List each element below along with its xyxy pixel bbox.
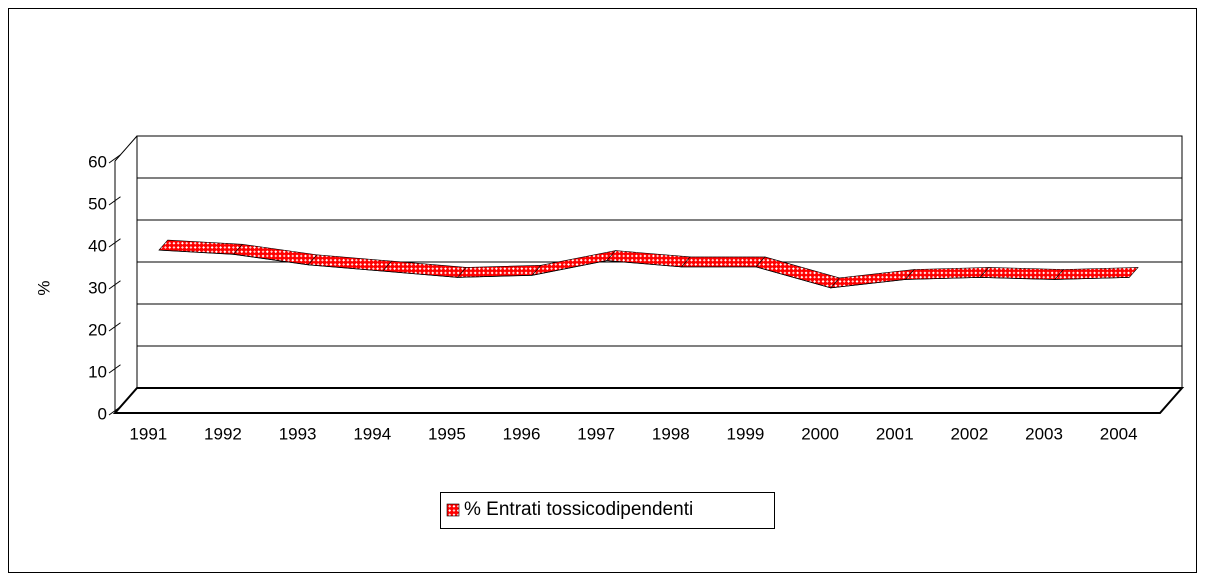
floor: [112, 387, 1185, 414]
x-tick-label: 1994: [353, 424, 391, 443]
legend-swatch: [446, 503, 460, 517]
x-tick-label: 2002: [950, 424, 988, 443]
x-tick-label: 2000: [801, 424, 839, 443]
x-tick-label: 1996: [503, 424, 541, 443]
x-tick-label: 2004: [1100, 424, 1138, 443]
x-tick-label: 1995: [428, 424, 466, 443]
y-tick-label: 30: [88, 278, 107, 297]
y-axis-label: %: [34, 280, 53, 295]
y-tick: [108, 154, 121, 164]
ribbon-segment: [680, 256, 766, 268]
x-tick-label: 2001: [876, 424, 914, 443]
x-tick-label: 1997: [577, 424, 615, 443]
line: [158, 249, 1130, 289]
side-wall: [114, 135, 138, 162]
legend-label: % Entrati tossicodipendenti: [464, 499, 693, 520]
y-tick-label: 20: [88, 320, 107, 339]
x-tick-label: 1993: [279, 424, 317, 443]
y-tick-label: 60: [88, 152, 107, 171]
x-tick-label: 1998: [652, 424, 690, 443]
y-tick-label: 10: [88, 362, 107, 381]
y-tick-label: 50: [88, 194, 107, 213]
legend-box: [440, 492, 775, 529]
y-tick-label: 0: [98, 404, 107, 423]
x-tick-label: 1991: [129, 424, 167, 443]
x-tick-label: 2003: [1025, 424, 1063, 443]
x-tick-label: 1992: [204, 424, 242, 443]
x-tick-label: 1999: [727, 424, 765, 443]
y-tick-label: 40: [88, 236, 107, 255]
